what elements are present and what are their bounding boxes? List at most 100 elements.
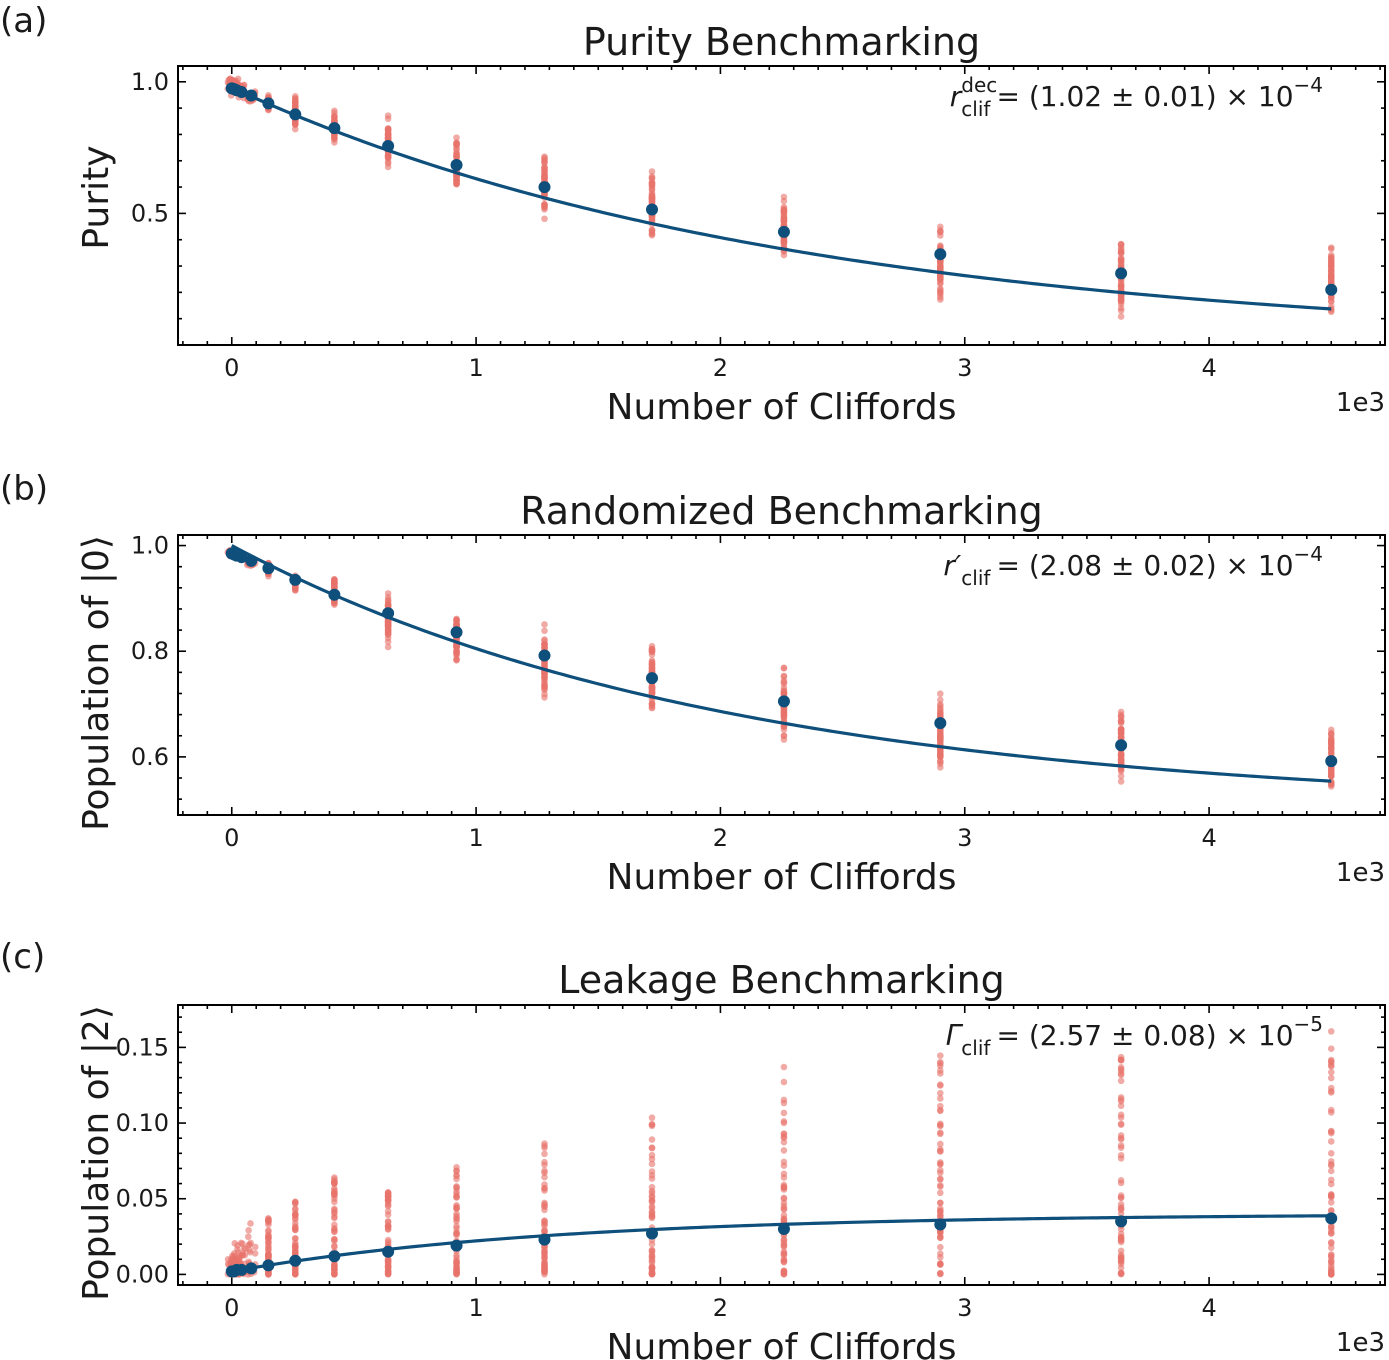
data-point bbox=[780, 1134, 788, 1141]
data-point bbox=[453, 153, 460, 160]
data-point bbox=[648, 1136, 656, 1143]
data-point bbox=[1327, 276, 1335, 283]
panel-0: (a) Purity Benchmarking 0 1 2 3 4 0.5 1.0 Number … bbox=[0, 1, 1386, 428]
data-point bbox=[384, 155, 392, 162]
mean-marker bbox=[1325, 1212, 1338, 1225]
data-point bbox=[648, 198, 656, 206]
mean-marker bbox=[1325, 283, 1338, 296]
data-point bbox=[541, 1167, 548, 1175]
data-point bbox=[541, 640, 548, 648]
data-point bbox=[648, 1121, 656, 1128]
data-point bbox=[780, 1170, 788, 1178]
data-point bbox=[648, 1175, 656, 1182]
data-point bbox=[648, 1168, 656, 1175]
data-point bbox=[230, 1252, 238, 1260]
data-point bbox=[1327, 729, 1335, 737]
data-point bbox=[937, 1052, 944, 1059]
mean-marker bbox=[777, 695, 790, 708]
data-point bbox=[937, 711, 944, 719]
data-point bbox=[780, 1147, 788, 1154]
data-point bbox=[1327, 1167, 1335, 1175]
annot-subscript: clif bbox=[961, 1036, 991, 1060]
data-point bbox=[245, 1227, 252, 1234]
data-point bbox=[244, 1233, 252, 1241]
data-point bbox=[648, 704, 656, 712]
mean-marker bbox=[328, 1250, 341, 1263]
mean-marker bbox=[235, 1263, 248, 1276]
data-point bbox=[384, 1257, 392, 1264]
data-point bbox=[541, 1255, 548, 1263]
x-offset-label: 1e3 bbox=[1336, 858, 1385, 888]
data-point bbox=[384, 625, 392, 632]
data-point bbox=[780, 1099, 788, 1107]
x-tick-label: 1 bbox=[468, 1294, 483, 1322]
data-point bbox=[937, 293, 944, 301]
data-point bbox=[780, 1242, 788, 1249]
data-point bbox=[1117, 717, 1125, 724]
data-point bbox=[780, 1202, 788, 1210]
mean-marker bbox=[777, 225, 790, 238]
data-point bbox=[331, 1187, 338, 1194]
data-point bbox=[780, 238, 788, 246]
data-point bbox=[453, 1183, 460, 1190]
data-point bbox=[1117, 1205, 1125, 1212]
data-point bbox=[1327, 1162, 1335, 1169]
data-point bbox=[265, 1226, 272, 1234]
data-point bbox=[937, 1107, 944, 1115]
panel-2: (c) Leakage Benchmarking 0 1 2 3 4 0.00 0.05 0.10… bbox=[0, 937, 1386, 1360]
panel-label: (c) bbox=[0, 937, 45, 977]
data-point bbox=[291, 1225, 299, 1232]
x-axis-label: Number of Cliffords bbox=[607, 387, 957, 428]
data-point bbox=[384, 634, 392, 642]
data-point bbox=[937, 1250, 944, 1258]
annot-superscript: dec bbox=[961, 73, 997, 97]
x-tick-label: 1 bbox=[468, 354, 483, 382]
y-axis-label: Purity bbox=[76, 145, 117, 249]
data-point bbox=[291, 1198, 299, 1206]
data-point bbox=[331, 112, 338, 120]
mean-marker bbox=[235, 86, 248, 99]
x-tick-label: 3 bbox=[957, 1294, 972, 1322]
mean-marker bbox=[1325, 755, 1338, 768]
data-point bbox=[453, 1194, 460, 1201]
data-point bbox=[780, 216, 788, 224]
data-point bbox=[1117, 1144, 1125, 1152]
data-point bbox=[384, 1207, 392, 1215]
data-point bbox=[453, 617, 460, 624]
data-point bbox=[780, 1138, 788, 1146]
annot-symbol: r′ bbox=[943, 549, 962, 582]
data-point bbox=[1117, 297, 1125, 304]
y-tick-label: 1.0 bbox=[131, 68, 169, 96]
data-point bbox=[1117, 1151, 1125, 1159]
data-point bbox=[1117, 313, 1125, 320]
data-point bbox=[648, 1197, 656, 1204]
data-point bbox=[1327, 1264, 1335, 1272]
data-point bbox=[780, 1236, 788, 1243]
data-point bbox=[331, 1214, 338, 1222]
data-point bbox=[384, 1236, 392, 1244]
data-point bbox=[1327, 1028, 1335, 1035]
data-point bbox=[648, 1187, 656, 1195]
data-point bbox=[247, 1239, 254, 1247]
annot-symbol: r bbox=[950, 80, 963, 113]
data-point bbox=[937, 690, 944, 698]
data-point bbox=[937, 228, 944, 236]
data-point bbox=[937, 1199, 944, 1207]
data-point bbox=[251, 1243, 259, 1251]
data-point bbox=[1327, 271, 1335, 278]
data-point bbox=[331, 577, 338, 585]
data-point bbox=[265, 1221, 272, 1228]
data-point bbox=[937, 1243, 944, 1251]
data-point bbox=[937, 1233, 944, 1240]
x-tick-label: 3 bbox=[957, 824, 972, 852]
data-point bbox=[780, 1256, 788, 1264]
data-point bbox=[648, 685, 656, 693]
data-point bbox=[1327, 1068, 1335, 1076]
mean-marker bbox=[245, 554, 258, 567]
data-point bbox=[1327, 1059, 1335, 1066]
mean-marker bbox=[245, 1262, 258, 1275]
fit-annotation: r′clif = (2.08 ± 0.02) × 10−4 bbox=[943, 542, 1323, 590]
x-tick-label: 4 bbox=[1201, 1294, 1216, 1322]
data-point bbox=[237, 1239, 245, 1247]
data-point bbox=[937, 1140, 944, 1148]
